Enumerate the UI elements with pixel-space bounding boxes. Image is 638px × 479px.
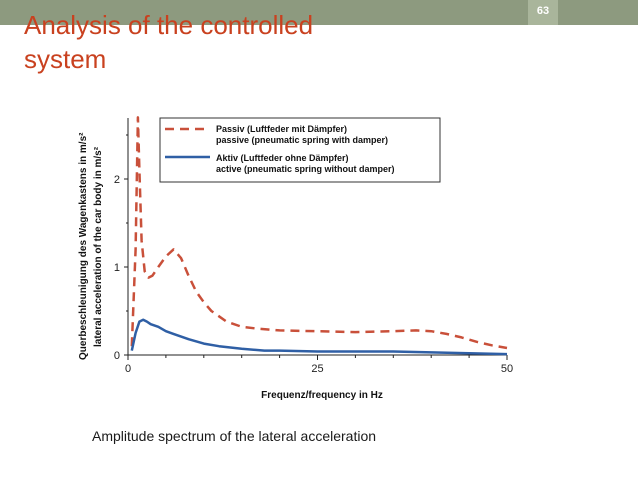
slide-title: Analysis of the controlled system xyxy=(24,8,313,76)
chart-legend: Passiv (Luftfeder mit Dämpfer)passive (p… xyxy=(159,117,441,183)
x-tick-label: 25 xyxy=(311,363,323,375)
y-tick-label: 2 xyxy=(114,174,120,186)
legend-label: Passiv (Luftfeder mit Dämpfer) xyxy=(216,124,347,134)
legend-label: Aktiv (Luftfeder ohne Dämpfer) xyxy=(216,153,349,163)
x-axis-label: Frequenz/frequency in Hz xyxy=(261,390,383,401)
x-tick-label: 50 xyxy=(501,363,513,375)
y-tick-label: 0 xyxy=(114,350,120,362)
slide-title-line2: system xyxy=(24,44,107,74)
y-axis-label-english: lateral acceleration of the car body in … xyxy=(93,146,104,347)
legend-label: passive (pneumatic spring with damper) xyxy=(216,135,388,145)
slide-number: 63 xyxy=(528,0,558,25)
chart-plot-area xyxy=(130,116,508,356)
series-line-passive xyxy=(130,116,508,350)
chart-axes: 0 1 2 0 25 50 xyxy=(114,118,513,375)
slide-title-line1: Analysis of the controlled xyxy=(24,10,314,40)
y-axis-label-german: Querbeschleunigung des Wagenkastens in m… xyxy=(78,132,89,360)
figure-caption: Amplitude spectrum of the lateral accele… xyxy=(92,428,377,444)
x-tick-label: 0 xyxy=(125,363,131,375)
y-tick-label: 1 xyxy=(114,262,120,274)
legend-box xyxy=(159,117,441,183)
series-line-active xyxy=(130,318,508,356)
legend-label: active (pneumatic spring without damper) xyxy=(216,164,395,174)
